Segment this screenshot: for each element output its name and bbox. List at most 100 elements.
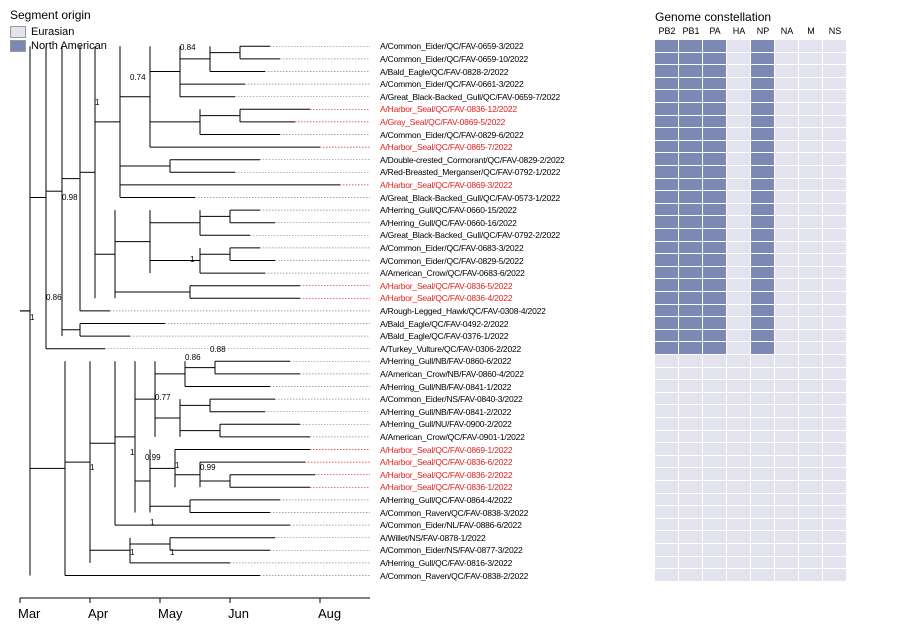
constellation-cell	[775, 279, 799, 292]
constellation-cell	[775, 153, 799, 166]
constellation-cell	[679, 267, 703, 280]
constellation-cell	[655, 418, 679, 431]
constellation-cell	[655, 254, 679, 267]
timescale-tick: May	[158, 606, 183, 621]
constellation-cell	[775, 242, 799, 255]
constellation-cell	[823, 229, 847, 242]
constellation-cell	[775, 103, 799, 116]
constellation-cell	[703, 380, 727, 393]
constellation-cell	[775, 355, 799, 368]
taxon-label: A/Red-Breasted_Merganser/QC/FAV-0792-1/2…	[380, 167, 560, 177]
constellation-cell	[703, 204, 727, 217]
constellation-cell	[775, 569, 799, 582]
taxon-label: A/American_Crow/NB/FAV-0860-4/2022	[380, 369, 524, 379]
constellation-cell	[823, 279, 847, 292]
gene-label: PA	[703, 26, 727, 36]
support-value: 0.88	[210, 345, 226, 354]
constellation-cell	[799, 254, 823, 267]
constellation-cell	[823, 216, 847, 229]
constellation-cell	[799, 506, 823, 519]
constellation-cell	[727, 468, 751, 481]
constellation-cell	[775, 380, 799, 393]
constellation-cell	[679, 494, 703, 507]
constellation-cell	[727, 380, 751, 393]
constellation-cell	[799, 166, 823, 179]
constellation-cell	[799, 355, 823, 368]
constellation-cell	[703, 431, 727, 444]
taxon-label: A/Harbor_Seal/QC/FAV-0869-1/2022	[380, 445, 512, 455]
constellation-cell	[799, 557, 823, 570]
constellation-cell	[751, 254, 775, 267]
constellation-cell	[727, 355, 751, 368]
constellation-cell	[679, 153, 703, 166]
constellation-cell	[655, 342, 679, 355]
support-value: 1	[130, 548, 135, 557]
taxon-label: A/Harbor_Seal/QC/FAV-0836-12/2022	[380, 104, 517, 114]
constellation-cell	[655, 279, 679, 292]
constellation-cell	[775, 431, 799, 444]
constellation-cell	[655, 494, 679, 507]
taxon-label: A/Turkey_Vulture/QC/FAV-0306-2/2022	[380, 344, 521, 354]
taxon-label: A/Herring_Gull/QC/FAV-0816-3/2022	[380, 558, 512, 568]
constellation-cell	[799, 456, 823, 469]
constellation-cell	[799, 78, 823, 91]
constellation-cell	[775, 506, 799, 519]
taxon-label: A/Herring_Gull/NU/FAV-0900-2/2022	[380, 419, 512, 429]
constellation-title: Genome constellation	[655, 10, 771, 24]
constellation-cell	[679, 305, 703, 318]
taxon-label: A/Common_Raven/QC/FAV-0838-2/2022	[380, 571, 528, 581]
taxon-label: A/Bald_Eagle/QC/FAV-0492-2/2022	[380, 319, 508, 329]
taxon-label: A/Harbor_Seal/QC/FAV-0869-3/2022	[380, 180, 512, 190]
constellation-cell	[679, 544, 703, 557]
taxon-label: A/Great_Black-Backed_Gull/QC/FAV-0659-7/…	[380, 92, 560, 102]
constellation-cell	[751, 153, 775, 166]
legend-label: North American	[31, 40, 107, 52]
constellation-cell	[751, 544, 775, 557]
constellation-cell	[823, 267, 847, 280]
support-value: 0.98	[62, 193, 78, 202]
constellation-cell	[799, 53, 823, 66]
constellation-cell	[823, 330, 847, 343]
constellation-cell	[775, 342, 799, 355]
constellation-cell	[823, 468, 847, 481]
taxon-label: A/Common_Eider/QC/FAV-0661-3/2022	[380, 79, 524, 89]
constellation-cell	[775, 468, 799, 481]
taxon-label: A/American_Crow/QC/FAV-0901-1/2022	[380, 432, 525, 442]
constellation-cell	[703, 481, 727, 494]
constellation-cell	[775, 78, 799, 91]
constellation-cell	[823, 103, 847, 116]
constellation-cell	[775, 53, 799, 66]
constellation-cell	[727, 229, 751, 242]
constellation-cell	[823, 342, 847, 355]
constellation-cell	[799, 431, 823, 444]
constellation-cell	[775, 166, 799, 179]
constellation-cell	[799, 317, 823, 330]
constellation-cell	[823, 519, 847, 532]
taxon-label: A/Herring_Gull/NB/FAV-0841-1/2022	[380, 382, 511, 392]
constellation-cell	[703, 179, 727, 192]
constellation-cell	[727, 40, 751, 53]
constellation-cell	[727, 431, 751, 444]
taxon-label: A/Herring_Gull/NB/FAV-0860-6/2022	[380, 356, 511, 366]
constellation-cell	[799, 65, 823, 78]
constellation-cell	[703, 116, 727, 129]
constellation-cell	[751, 342, 775, 355]
support-value: 0.84	[180, 43, 196, 52]
constellation-cell	[679, 431, 703, 444]
taxon-label: A/Harbor_Seal/QC/FAV-0865-7/2022	[380, 142, 512, 152]
constellation-cell	[679, 179, 703, 192]
constellation-cell	[727, 166, 751, 179]
constellation-cell	[775, 90, 799, 103]
legend: Segment origin EurasianNorth American	[10, 8, 107, 54]
constellation-cell	[751, 53, 775, 66]
taxon-label: A/Harbor_Seal/QC/FAV-0836-4/2022	[380, 293, 512, 303]
constellation-cell	[727, 216, 751, 229]
constellation-cell	[751, 242, 775, 255]
constellation-cell	[727, 405, 751, 418]
constellation-cell	[823, 456, 847, 469]
taxon-label: A/Common_Eider/NS/FAV-0877-3/2022	[380, 545, 523, 555]
constellation-cell	[727, 544, 751, 557]
constellation-cell	[679, 481, 703, 494]
constellation-cell	[655, 204, 679, 217]
constellation-cell	[703, 216, 727, 229]
